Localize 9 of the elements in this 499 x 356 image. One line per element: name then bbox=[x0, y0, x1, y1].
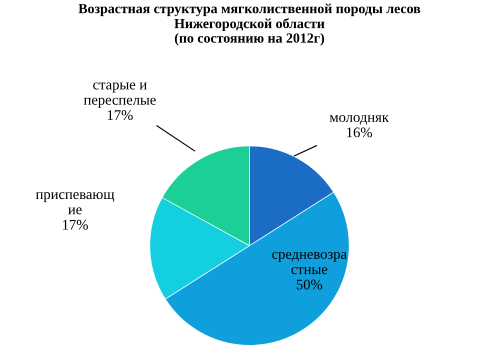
slice-label: приспевающ ие bbox=[36, 192, 114, 214]
data-label: 17% bbox=[62, 220, 88, 230]
chart-title: Возрастная структура мягколиственной породы лесов Нижегородской области (по состоянию на 2012г) bbox=[78, 4, 420, 46]
slice-label: молодняк bbox=[330, 115, 389, 125]
data-label: 50% bbox=[296, 280, 322, 290]
data-label: 16% bbox=[347, 127, 372, 138]
data-label: 17% bbox=[108, 110, 133, 120]
slice-label: старые и переспелые bbox=[84, 82, 156, 108]
slice-label: средневозра стные bbox=[272, 252, 347, 274]
